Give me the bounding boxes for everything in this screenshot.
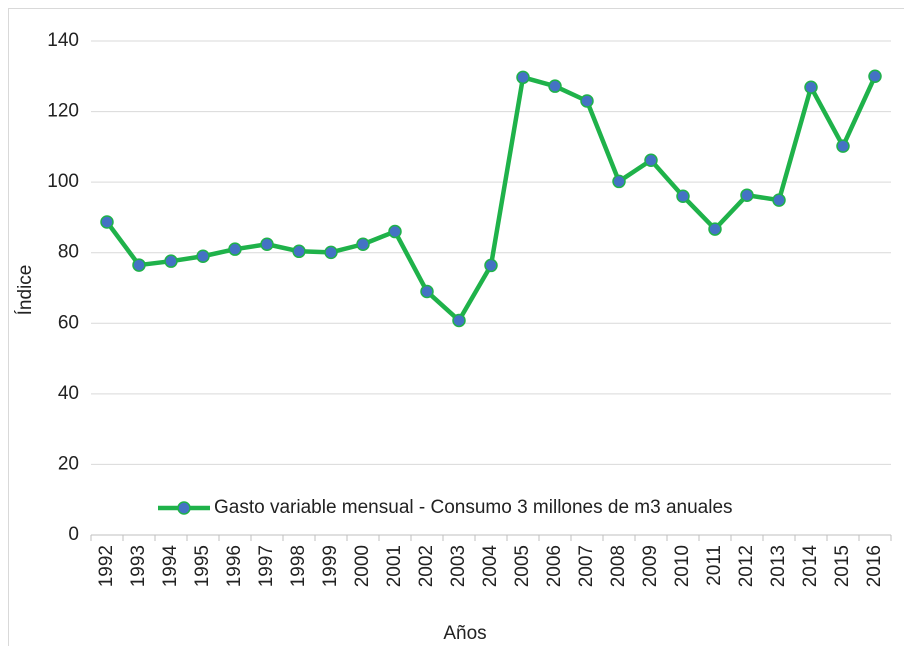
y-tick-label: 120 <box>47 101 79 122</box>
x-tick-label: 2006 <box>544 545 565 587</box>
x-tick-label: 1996 <box>224 545 245 587</box>
legend-label: Gasto variable mensual - Consumo 3 millo… <box>214 497 733 518</box>
y-tick-label: 0 <box>68 524 79 545</box>
y-axis-title: Índice <box>15 265 36 316</box>
marker <box>485 259 497 271</box>
line <box>107 76 875 320</box>
marker <box>613 175 625 187</box>
marker <box>165 255 177 267</box>
marker <box>869 70 881 82</box>
x-tick-label: 2010 <box>672 545 693 587</box>
x-tick-label: 1998 <box>288 545 309 587</box>
marker <box>357 238 369 250</box>
x-tick-label: 1994 <box>160 545 181 588</box>
marker <box>293 245 305 257</box>
x-tick-label: 2003 <box>448 545 469 587</box>
marker <box>837 140 849 152</box>
x-tick-label: 1995 <box>192 545 213 587</box>
x-tick-label: 2001 <box>384 545 405 587</box>
marker <box>421 286 433 298</box>
marker <box>773 194 785 206</box>
x-tick-label: 2002 <box>416 545 437 587</box>
x-tick-label: 2005 <box>512 545 533 587</box>
x-tick-label: 2011 <box>704 545 725 586</box>
x-tick-label: 2008 <box>608 545 629 587</box>
x-axis-title: Años <box>443 623 486 644</box>
x-tick-label: 2000 <box>352 545 373 587</box>
marker <box>453 314 465 326</box>
y-tick-label: 20 <box>58 453 79 474</box>
marker <box>581 95 593 107</box>
marker <box>645 154 657 166</box>
x-tick-label: 2009 <box>640 545 661 587</box>
x-tick-label: 1992 <box>96 545 117 587</box>
legend-marker <box>178 502 190 514</box>
marker <box>197 250 209 262</box>
marker <box>741 189 753 201</box>
marker <box>389 226 401 238</box>
y-tick-label: 40 <box>58 383 79 404</box>
y-tick-label: 100 <box>47 171 79 192</box>
x-tick-label: 2012 <box>736 545 757 587</box>
x-tick-label: 2007 <box>576 545 597 587</box>
x-tick-label: 1993 <box>128 545 149 587</box>
marker <box>325 246 337 258</box>
x-tick-label: 2013 <box>768 545 789 587</box>
marker <box>549 80 561 92</box>
marker <box>677 190 689 202</box>
y-tick-label: 80 <box>58 242 79 263</box>
marker <box>133 259 145 271</box>
x-tick-label: 2015 <box>832 545 853 587</box>
marker <box>517 71 529 83</box>
y-tick-label: 140 <box>47 30 79 51</box>
x-tick-label: 2004 <box>480 545 501 588</box>
x-tick-label: 1997 <box>256 545 277 587</box>
marker <box>709 223 721 235</box>
x-tick-label: 2016 <box>864 545 885 587</box>
marker <box>805 81 817 93</box>
marker <box>229 243 241 255</box>
marker <box>101 216 113 228</box>
x-tick-label: 2014 <box>800 545 821 588</box>
marker <box>261 238 273 250</box>
x-tick-label: 1999 <box>320 545 341 587</box>
y-tick-label: 60 <box>58 312 79 333</box>
